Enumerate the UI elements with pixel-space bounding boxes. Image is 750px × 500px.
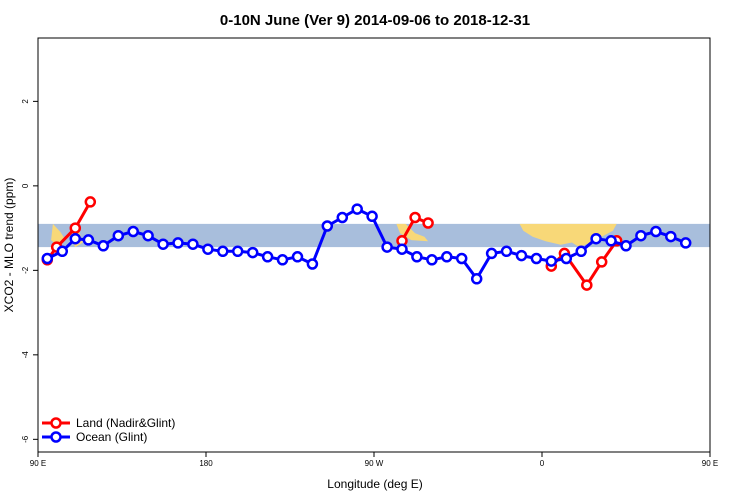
series-1-point [605,235,617,247]
series-1-point [246,246,259,259]
land-mass-2 [396,223,429,242]
series-1-point [500,245,513,258]
series-1-point [575,245,587,258]
series-1-point [590,232,602,245]
series-1-point [261,251,274,263]
series-1-point [187,238,199,250]
series-0-line-0 [46,201,92,261]
series-1-point [396,243,408,255]
land-mass-5 [742,224,750,247]
x-tick-label: 180 [199,459,213,468]
series-1-point [470,273,483,285]
x-tick-label: 90 W [365,459,384,468]
series-1-point [485,247,498,260]
series-1-point [202,243,214,255]
y-tick-label: -2 [21,266,30,274]
series-1-point [665,230,677,243]
series-1-point [172,237,184,249]
plot-area: 90 E 180 90 W 0 90 E 2 0 -2 -4 -6 [21,37,750,468]
series-1-point [291,251,304,263]
x-tick-label: 90 E [702,459,718,468]
series-1-point [276,254,289,266]
series-1-point [679,237,692,249]
y-ticks: 2 0 -2 -4 -6 [21,99,38,443]
series-1-point [142,229,154,242]
series-1-point [620,240,632,252]
series-0-point [84,196,97,208]
series-0-point [409,211,421,224]
y-tick-label: 0 [21,183,30,188]
y-axis-label: XCO2 - MLO trend (ppm) [2,178,16,313]
legend-entry-ocean: Ocean (Glint) [42,430,147,444]
series-0-point [581,279,593,291]
series-1-point [82,234,95,246]
series-1-point [560,252,573,265]
series-1-point [650,225,662,238]
series-1-point [545,255,558,267]
y-tick-label: 2 [21,99,30,104]
series-1-point [455,252,468,265]
legend-marker-land [50,417,62,429]
series-1 [41,203,692,285]
chart-title: 0-10N June (Ver 9) 2014-09-06 to 2018-12… [220,12,530,29]
series-0-line-3 [719,202,750,260]
series-0-point [69,222,82,234]
series-1-point [411,251,423,263]
y-tick-label: -6 [21,435,30,443]
series-0-point [715,255,724,264]
series-1-point [426,254,438,266]
series-1-point [69,232,82,245]
legend: Land (Nadir&Glint) Ocean (Glint) [42,416,175,444]
legend-marker-ocean [50,431,62,443]
x-tick-label: 90 E [30,459,46,468]
series-1-point [127,225,139,238]
series-1-point [112,229,125,242]
land-mass-4 [723,224,736,247]
series-1-point [56,245,69,258]
series-0-point [422,217,434,229]
series-1-point [157,238,169,250]
x-tick-label: 0 [540,459,545,468]
series-0-point [743,224,750,233]
series-1-point [321,220,334,232]
legend-label-land: Land (Nadir&Glint) [76,416,175,430]
series-1-point [635,229,647,242]
series-1-point [441,251,453,263]
series-1-point [366,210,378,223]
series-1-point [217,245,229,258]
legend-label-ocean: Ocean (Glint) [76,430,147,444]
series-1-point [231,245,244,258]
series-1-point [530,252,543,265]
series-layer [41,196,750,291]
series-0-point [724,243,733,252]
series-1-point [381,241,393,253]
legend-entry-land: Land (Nadir&Glint) [42,416,175,430]
x-axis-label: Longitude (deg E) [327,477,422,491]
series-1-point [97,240,110,252]
series-1-point [306,258,319,270]
series-0-point [595,256,608,268]
y-tick-label: -4 [21,351,30,359]
series-1-point [515,249,528,262]
series-1-point [336,211,349,224]
series-1-point [351,203,363,215]
series-1-point [41,252,54,265]
x-ticks: 90 E 180 90 W 0 90 E [30,452,718,468]
